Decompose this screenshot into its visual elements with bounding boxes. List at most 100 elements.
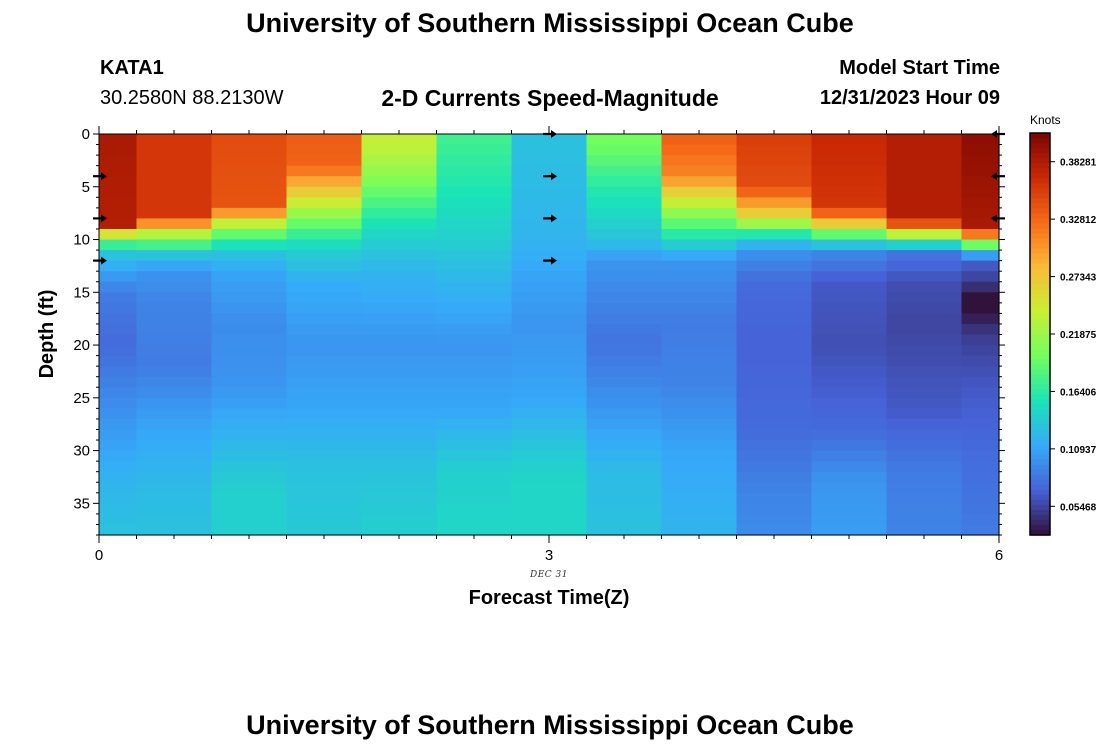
- heatmap-cell: [211, 440, 288, 452]
- heatmap-cell: [961, 165, 1000, 177]
- heatmap-cell: [961, 355, 1000, 367]
- heatmap-cell: [586, 292, 663, 304]
- heatmap-cell: [99, 197, 138, 209]
- heatmap-cell: [661, 155, 738, 167]
- heatmap-cell: [661, 471, 738, 483]
- heatmap-cell: [99, 482, 138, 494]
- heatmap-cell: [886, 144, 963, 156]
- heatmap-cell: [99, 176, 138, 188]
- heatmap-cell: [136, 440, 213, 452]
- heatmap-cell: [886, 323, 963, 336]
- colorbar-swatch: [1030, 243, 1050, 250]
- heatmap-cell: [361, 323, 438, 336]
- heatmap-cell: [886, 228, 963, 241]
- heatmap-cell: [961, 524, 1000, 536]
- colorbar-swatch: [1030, 198, 1050, 204]
- heatmap-cell: [286, 513, 363, 526]
- heatmap-cell: [586, 387, 663, 399]
- heatmap-cell: [511, 397, 588, 409]
- heatmap-cell: [361, 186, 438, 198]
- heatmap-cell: [736, 313, 813, 325]
- heatmap-cell: [99, 366, 138, 378]
- colorbar-swatch: [1030, 293, 1050, 300]
- heatmap-cell: [511, 408, 588, 420]
- heatmap-cell: [961, 492, 1000, 504]
- heatmap-cell: [811, 345, 888, 357]
- heatmap-cell: [736, 271, 813, 283]
- colorbar-swatch: [1030, 173, 1050, 179]
- heatmap-cell: [661, 334, 738, 346]
- station-id: KATA1: [100, 57, 164, 79]
- heatmap-cell: [436, 524, 513, 536]
- colorbar-swatch: [1030, 328, 1050, 335]
- heatmap-cell: [661, 313, 738, 325]
- heatmap-cell: [511, 345, 588, 357]
- colorbar-swatch: [1030, 389, 1050, 395]
- heatmap-cell: [286, 503, 363, 515]
- colorbar-swatch: [1030, 228, 1050, 235]
- heatmap-cell: [211, 250, 288, 262]
- heatmap-cell: [99, 323, 138, 336]
- heatmap-cell: [661, 450, 738, 462]
- heatmap-cell: [286, 228, 363, 241]
- heatmap-cell: [736, 207, 813, 220]
- heatmap-cell: [361, 450, 438, 462]
- heatmap-cell: [99, 503, 138, 515]
- heatmap-cell: [361, 155, 438, 167]
- heatmap-cell: [586, 239, 663, 251]
- heatmap-cell: [99, 429, 138, 441]
- heatmap-cell: [286, 418, 363, 431]
- colorbar-swatch: [1030, 499, 1050, 506]
- heatmap-cell: [961, 503, 1000, 515]
- colorbar-swatch: [1030, 303, 1050, 310]
- heatmap-cell: [286, 397, 363, 409]
- heatmap-cell: [811, 260, 888, 272]
- heatmap-cell: [961, 376, 1000, 388]
- heatmap-cell: [286, 271, 363, 283]
- heatmap-cell: [286, 186, 363, 198]
- heatmap-cell: [661, 292, 738, 304]
- heatmap-cell: [286, 144, 363, 156]
- current-arrows: [93, 130, 1005, 265]
- heatmap-cell: [511, 376, 588, 388]
- colorbar-swatch: [1030, 133, 1050, 139]
- heatmap-cell: [586, 186, 663, 198]
- heatmap-cell: [99, 228, 138, 241]
- colorbar-swatch: [1030, 489, 1050, 496]
- colorbar: 0.05468 0.10937 0.16406 0.21875 0.27343 0.328…: [1029, 132, 1097, 536]
- heatmap-cell: [136, 524, 213, 536]
- heatmap-cell: [736, 418, 813, 431]
- heatmap-cell: [136, 376, 213, 388]
- heatmap-cell: [586, 334, 663, 346]
- colorbar-swatch: [1030, 138, 1050, 144]
- heatmap-cell: [99, 186, 138, 198]
- colorbar-swatch: [1030, 424, 1050, 431]
- heatmap-cell: [211, 471, 288, 483]
- heatmap-cell: [736, 461, 813, 473]
- heatmap-cell: [211, 376, 288, 388]
- heatmap-cell: [811, 218, 888, 230]
- heatmap-cell: [736, 492, 813, 504]
- heatmap-cell: [736, 440, 813, 452]
- heatmap-cell: [211, 260, 288, 272]
- heatmap-cell: [961, 440, 1000, 452]
- heatmap-cell: [99, 471, 138, 483]
- heatmap-cell: [511, 144, 588, 156]
- heatmap-cell: [361, 176, 438, 188]
- heatmap-cell: [136, 450, 213, 462]
- heatmap-cell: [361, 144, 438, 156]
- heatmap-cell: [136, 250, 213, 262]
- heatmap-cell: [661, 429, 738, 441]
- colorbar-swatch: [1030, 248, 1050, 255]
- heatmap-cell: [511, 334, 588, 346]
- y-tick-label: 5: [82, 179, 90, 196]
- heatmap-cell: [361, 281, 438, 293]
- heatmap-cell: [136, 366, 213, 378]
- heatmap-cell: [886, 345, 963, 357]
- colorbar-swatch: [1030, 504, 1050, 511]
- colorbar-swatch: [1030, 168, 1050, 174]
- heatmap-cell: [211, 450, 288, 462]
- heatmap-cell: [886, 176, 963, 188]
- heatmap-cell: [136, 429, 213, 441]
